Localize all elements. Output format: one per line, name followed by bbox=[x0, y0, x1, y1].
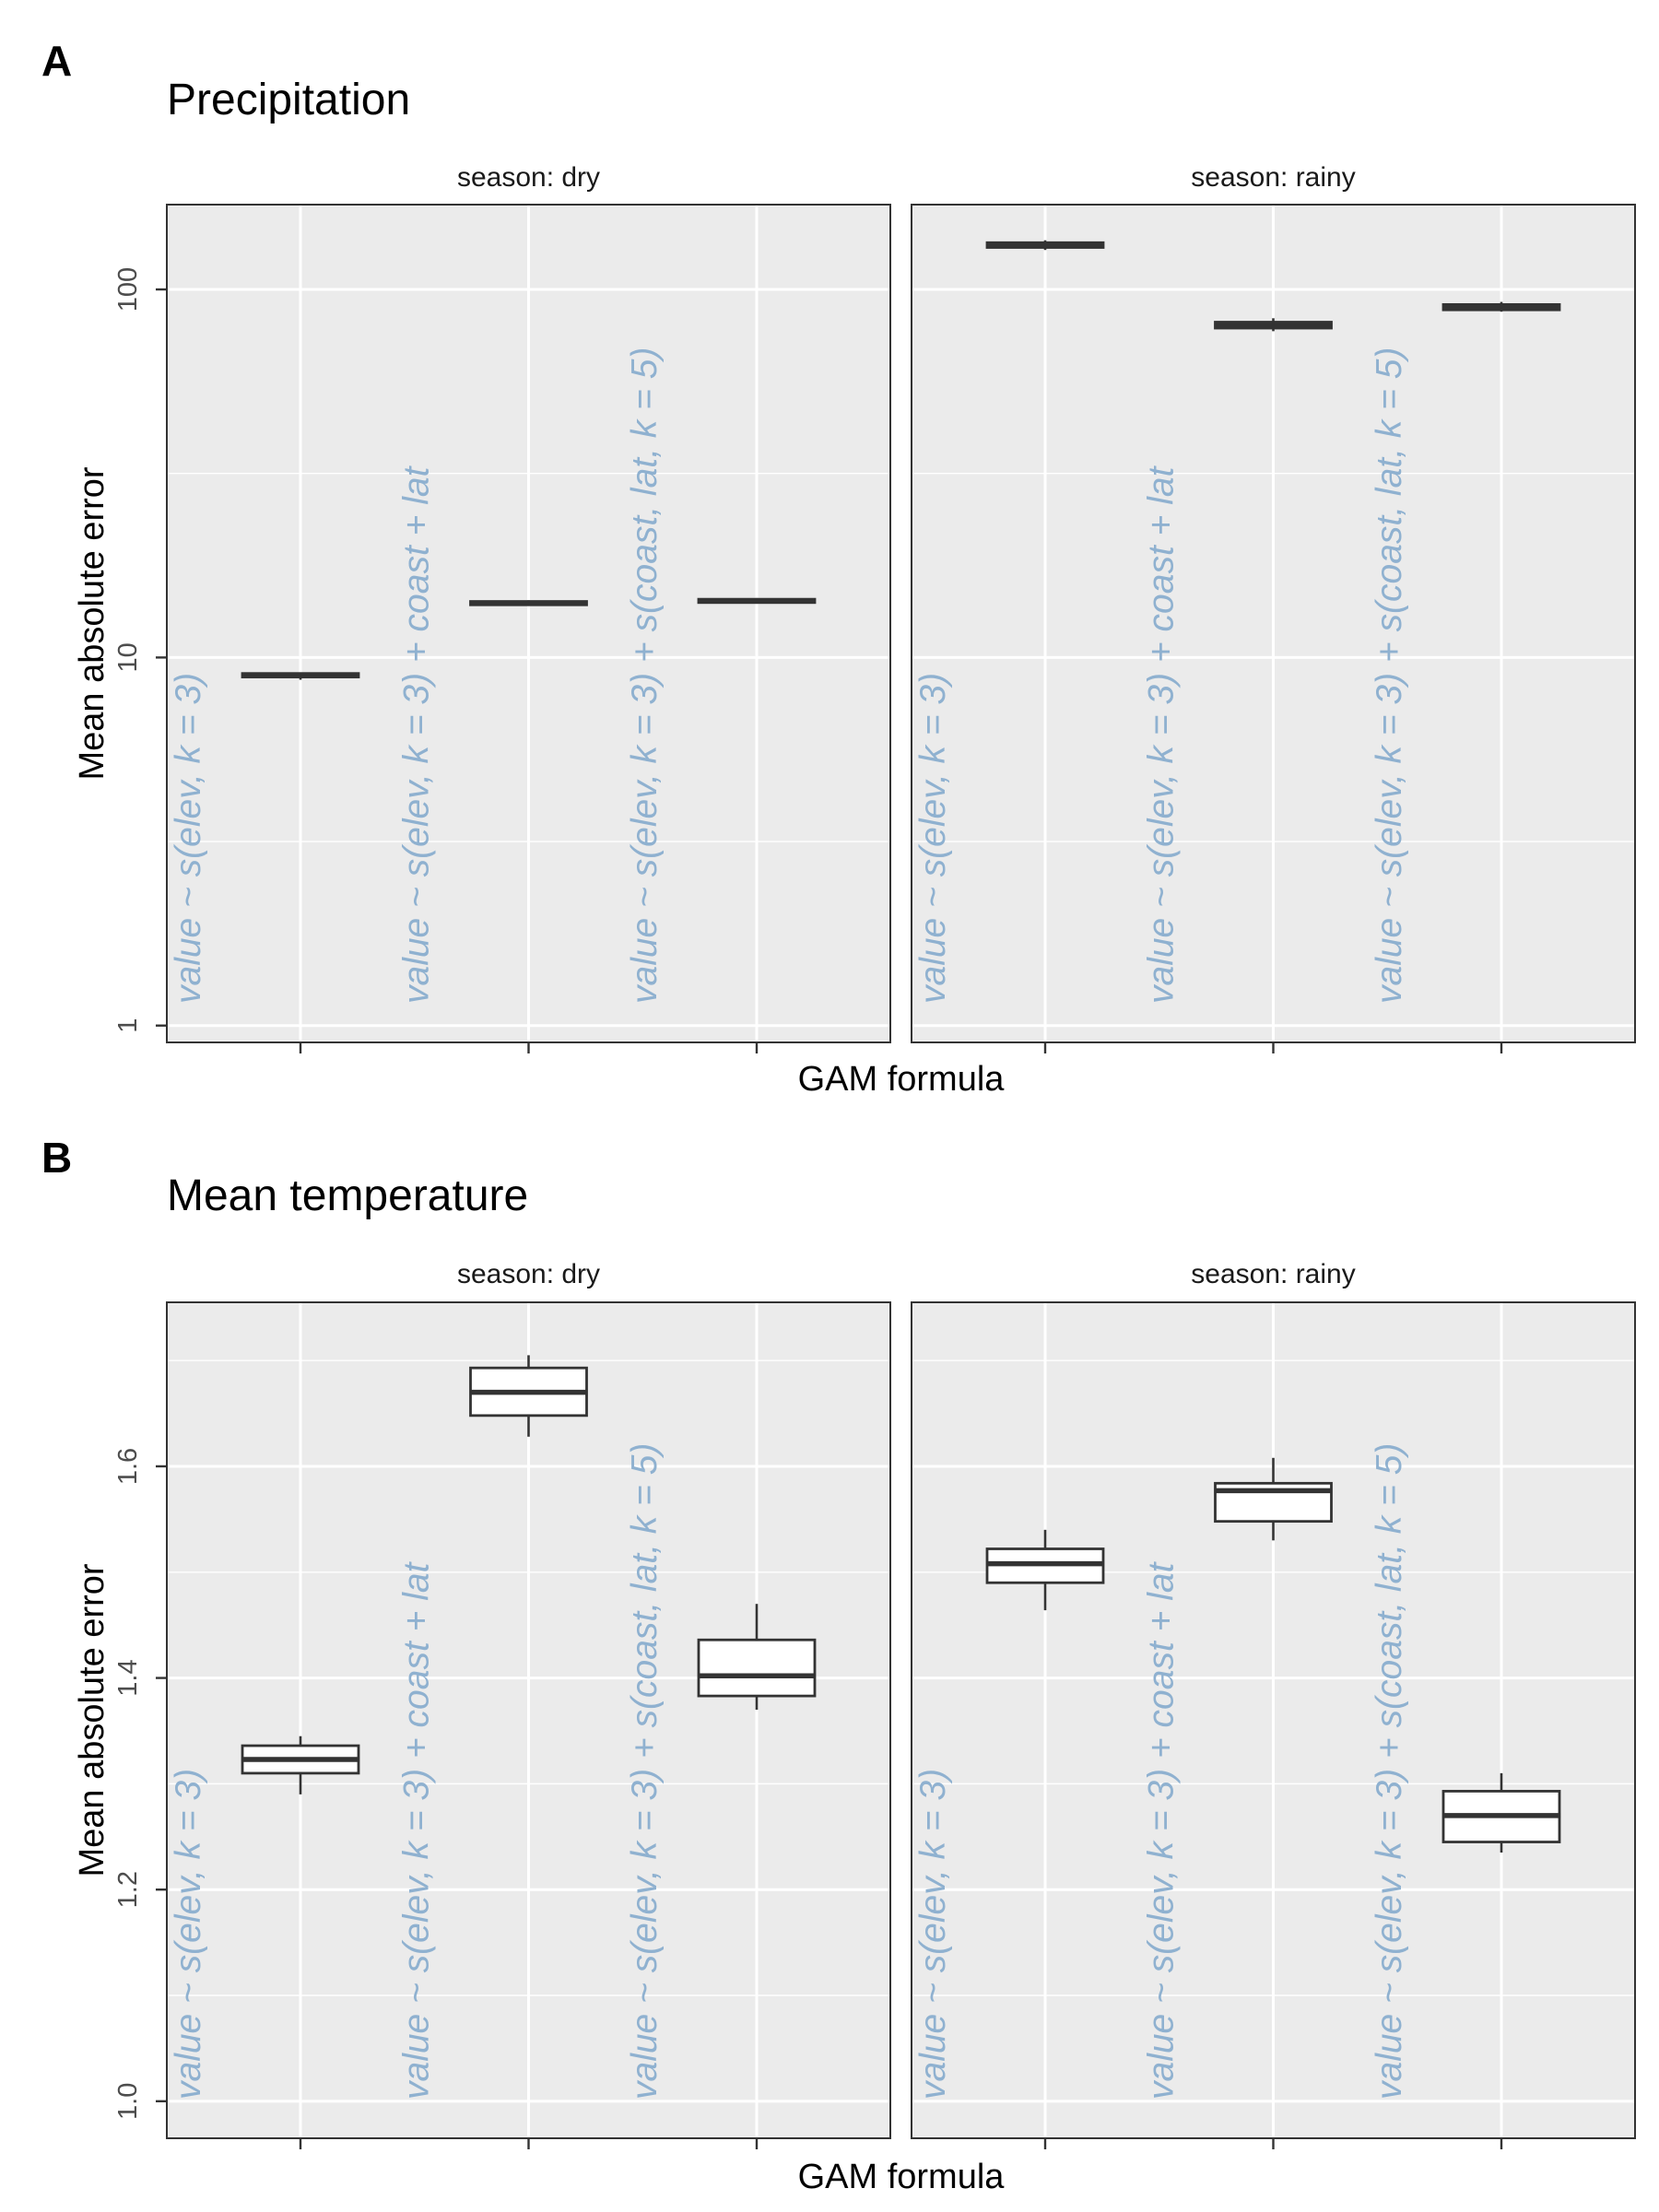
y-tick-label: 1 bbox=[113, 1018, 143, 1033]
panel-a: A Precipitation season: dry value ~ s(elev,… bbox=[41, 37, 1636, 1099]
facet-rainy: season: rainy value ~ s(elev, k = 3) value… bbox=[911, 1259, 1636, 2149]
y-tick-label: 1.0 bbox=[113, 2083, 143, 2120]
facet-strip-label: season: rainy bbox=[1191, 1259, 1355, 1289]
boxplot bbox=[1441, 1772, 1561, 1853]
formula-label: value ~ s(elev, k = 3) + s(coast, lat, k… bbox=[625, 1443, 665, 2100]
panel-letter: B bbox=[41, 1134, 72, 1182]
formula-label: value ~ s(elev, k = 3) + s(coast, lat, k… bbox=[1370, 347, 1409, 1004]
chart-title: Precipitation bbox=[167, 76, 410, 124]
formula-label: value ~ s(elev, k = 3) bbox=[169, 673, 208, 1004]
boxplot bbox=[985, 1529, 1105, 1611]
formula-label: value ~ s(elev, k = 3) + coast + lat bbox=[397, 465, 437, 1004]
formula-label: value ~ s(elev, k = 3) bbox=[913, 1769, 953, 2100]
formula-label: value ~ s(elev, k = 3) + coast + lat bbox=[1142, 1560, 1182, 2100]
x-axis-title: GAM formula bbox=[798, 2158, 1006, 2196]
formula-label: value ~ s(elev, k = 3) bbox=[169, 1769, 208, 2100]
boxplot bbox=[241, 672, 360, 680]
panel-border bbox=[166, 1301, 891, 2139]
formula-label: value ~ s(elev, k = 3) + coast + lat bbox=[1142, 465, 1182, 1004]
y-tick-label: 1.6 bbox=[113, 1448, 143, 1485]
y-tick-label: 10 bbox=[113, 642, 143, 672]
y-axis-title: Mean absolute error bbox=[73, 466, 112, 780]
panel-border bbox=[911, 1301, 1636, 2139]
y-tick-label: 1.2 bbox=[113, 1871, 143, 1908]
boxplot bbox=[1441, 301, 1561, 312]
facet-dry: season: dry value ~ s(elev, k = 3) value ~… bbox=[166, 162, 891, 1053]
boxplot bbox=[1214, 318, 1333, 332]
chart-title: Mean temperature bbox=[167, 1171, 528, 1220]
facet-strip-label: season: rainy bbox=[1191, 162, 1355, 193]
boxplot bbox=[985, 240, 1105, 251]
boxplot bbox=[697, 597, 817, 605]
boxplot bbox=[241, 1735, 360, 1794]
y-axis-title: Mean absolute error bbox=[73, 1563, 112, 1877]
formula-label: value ~ s(elev, k = 3) + s(coast, lat, k… bbox=[1370, 1443, 1409, 2100]
boxplot bbox=[469, 1355, 588, 1437]
facet-strip-label: season: dry bbox=[457, 162, 600, 193]
facet-strip-label: season: dry bbox=[457, 1259, 600, 1289]
y-axis: 1.0 1.2 1.4 1.6 bbox=[113, 1448, 167, 2120]
x-axis-title: GAM formula bbox=[798, 1060, 1006, 1099]
formula-label: value ~ s(elev, k = 3) bbox=[913, 673, 953, 1004]
y-tick-label: 100 bbox=[113, 267, 143, 312]
formula-label: value ~ s(elev, k = 3) + coast + lat bbox=[397, 1560, 437, 2100]
y-tick-label: 1.4 bbox=[113, 1659, 143, 1696]
y-axis: 1 10 100 bbox=[113, 267, 167, 1033]
boxplot bbox=[469, 600, 588, 606]
panel-letter: A bbox=[41, 37, 72, 85]
formula-label: value ~ s(elev, k = 3) + s(coast, lat, k… bbox=[625, 347, 665, 1004]
boxplot bbox=[697, 1604, 817, 1711]
boxplot bbox=[1214, 1457, 1333, 1541]
panel-border bbox=[911, 204, 1636, 1043]
panel-b: B Mean temperature season: dry value ~ s(el… bbox=[41, 1134, 1636, 2196]
boxplot-box bbox=[697, 1638, 817, 1698]
facet-rainy: season: rainy value ~ s(elev, k = 3) value… bbox=[911, 162, 1636, 1053]
facet-dry: season: dry value ~ s(elev, k = 3) value ~… bbox=[166, 1259, 891, 2149]
panel-border bbox=[166, 204, 891, 1043]
